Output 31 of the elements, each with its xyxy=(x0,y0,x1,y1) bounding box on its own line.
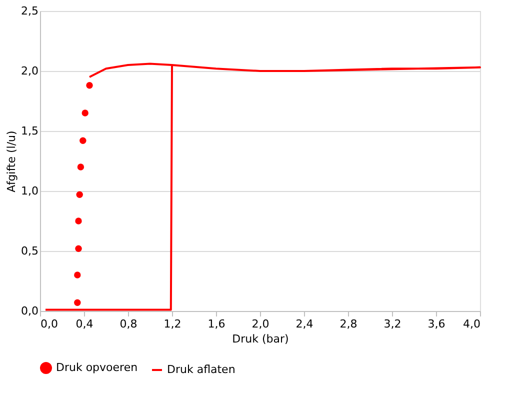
y-axis-title: Afgifte (l/u) xyxy=(5,130,18,192)
point xyxy=(77,164,84,170)
point xyxy=(75,218,82,224)
point xyxy=(76,191,83,198)
x-tick-label: 3,2 xyxy=(384,318,402,330)
x-tick-label: 2,8 xyxy=(340,318,358,330)
y-tick-label: 1,0 xyxy=(21,184,38,198)
point xyxy=(75,245,82,252)
x-tick-label: 2,4 xyxy=(296,318,314,330)
x-tick-label: 0,0 xyxy=(40,318,58,330)
y-tick-label: 1,5 xyxy=(21,124,38,138)
y-tick-label: 2,5 xyxy=(21,4,38,18)
x-tick-label: 1,2 xyxy=(164,318,182,330)
x-tick-label: 0,8 xyxy=(120,318,138,330)
point xyxy=(74,272,81,278)
y-tick-label: 2,0 xyxy=(21,64,38,78)
legend-label: Druk opvoeren xyxy=(56,361,138,374)
point xyxy=(74,299,81,306)
x-tick-label: 1,6 xyxy=(208,318,226,330)
x-axis-title: Druk (bar) xyxy=(232,332,289,346)
point xyxy=(86,82,93,89)
point xyxy=(82,110,88,116)
x-tick-label: 2,0 xyxy=(252,318,270,330)
y-tick-label: 0,0 xyxy=(21,304,38,318)
x-tick-label: 0,4 xyxy=(76,318,94,330)
point xyxy=(80,137,86,144)
y-tick-label: 0,5 xyxy=(21,244,38,258)
line-series xyxy=(44,62,481,311)
x-tick-label: 3,6 xyxy=(428,318,446,330)
legend-label: Druk aflaten xyxy=(167,363,236,376)
x-tick-label: 4,0 xyxy=(463,318,480,330)
